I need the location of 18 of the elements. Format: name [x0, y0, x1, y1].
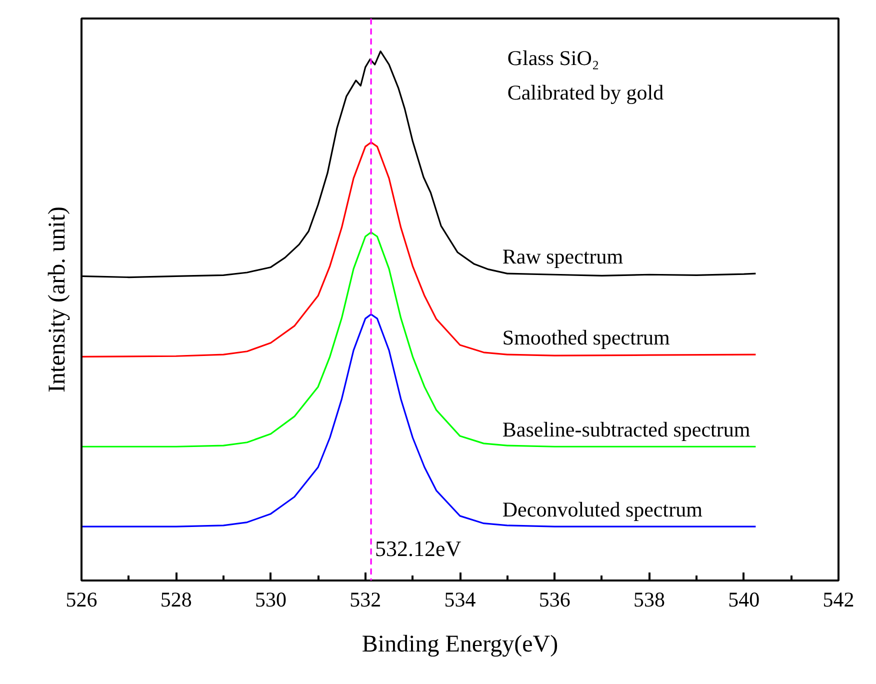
x-tick-label: 542 — [822, 588, 854, 612]
ref-line-label: 532.12eV — [375, 536, 462, 561]
x-tick-label: 530 — [255, 588, 286, 612]
series-label: Raw spectrum — [502, 244, 624, 269]
x-tick-label: 526 — [66, 588, 98, 612]
series-label: Baseline-subtracted spectrum — [502, 418, 750, 442]
x-tick-label: 534 — [444, 588, 476, 612]
x-tick-label: 532 — [350, 588, 382, 612]
annotation: Glass SiO₂ — [507, 46, 600, 70]
x-tick-label: 540 — [728, 588, 760, 612]
series-label: Smoothed spectrum — [502, 326, 670, 350]
annotation: Calibrated by gold — [507, 80, 664, 105]
x-tick-label: 528 — [160, 588, 192, 612]
series-label: Deconvoluted spectrum — [502, 498, 702, 522]
x-tick-label: 538 — [634, 588, 665, 612]
x-axis-title: Binding Energy(eV) — [362, 632, 558, 658]
y-axis-title: Intensity (arb. unit) — [44, 206, 70, 392]
x-tick-label: 536 — [538, 588, 570, 612]
